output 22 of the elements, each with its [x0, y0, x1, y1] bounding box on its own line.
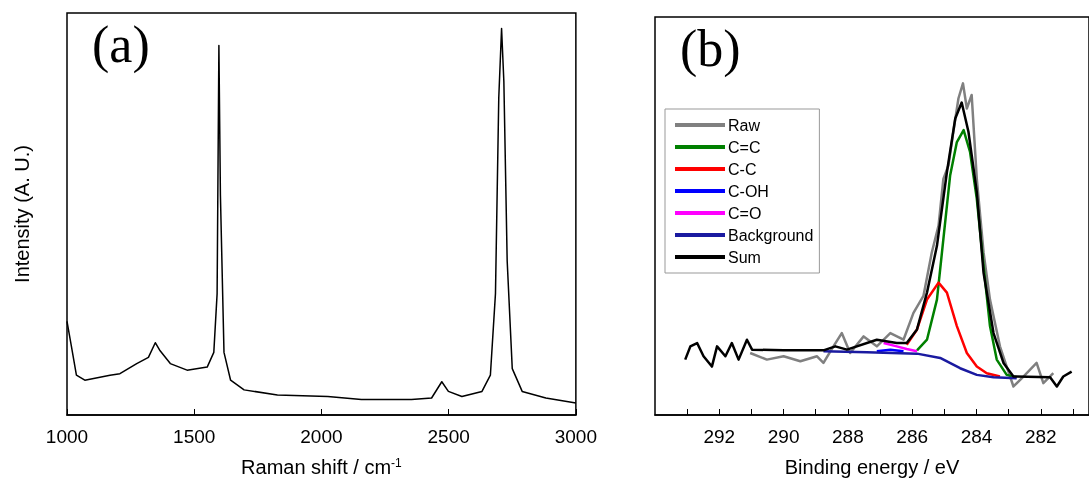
x-tick-label: 1000 — [45, 426, 89, 447]
x-tick-label: 3000 — [554, 426, 598, 447]
x-tick-label: 292 — [703, 426, 736, 447]
y-axis-title: Intensity (A. U.) — [11, 145, 33, 283]
legend-label: Sum — [728, 248, 761, 266]
x-tick-label: 2000 — [300, 426, 343, 447]
x-axis-title: Binding energy / eV — [784, 456, 960, 478]
x-tick-label: 282 — [1024, 426, 1057, 447]
x-tick-label: 284 — [960, 426, 993, 447]
x-tick-label: 286 — [896, 426, 929, 447]
x-tick-label: 290 — [767, 426, 800, 447]
legend-label: C-OH — [728, 182, 769, 200]
legend-label: Raw — [728, 116, 761, 134]
legend-label: C=O — [728, 204, 762, 222]
legend-label: C=C — [728, 138, 761, 156]
annotation: (a) — [92, 15, 150, 74]
x-tick-label: 1500 — [173, 426, 216, 447]
legend-label: C-C — [728, 160, 757, 178]
x-tick-label: 2500 — [427, 426, 470, 447]
legend-label: Background — [728, 226, 814, 244]
text: (b) — [680, 19, 741, 78]
x-tick-label: 288 — [832, 426, 864, 447]
